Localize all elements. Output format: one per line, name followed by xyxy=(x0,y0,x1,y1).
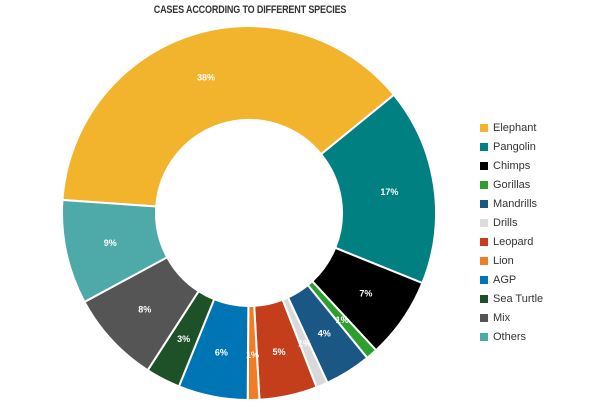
legend-label: Others xyxy=(493,330,527,343)
data-label-mandrills: 4% xyxy=(318,328,331,338)
data-label-mix: 8% xyxy=(138,304,151,314)
legend-swatch xyxy=(480,161,488,170)
legend-label: Gorillas xyxy=(493,178,531,191)
legend-item-mix[interactable]: Mix xyxy=(480,308,543,327)
legend-swatch xyxy=(480,218,488,227)
slice-others[interactable] xyxy=(61,198,169,304)
legend-label: Mandrills xyxy=(493,197,538,210)
legend-swatch xyxy=(480,237,488,246)
legend-item-pangolin[interactable]: Pangolin xyxy=(480,137,543,156)
slices-group xyxy=(61,25,437,402)
legend-label: AGP xyxy=(493,273,517,286)
data-label-lion: 1% xyxy=(246,350,259,360)
legend-label: Pangolin xyxy=(493,140,536,153)
data-label-pangolin: 17% xyxy=(380,187,398,197)
legend-item-agp[interactable]: AGP xyxy=(480,270,543,289)
legend-swatch xyxy=(480,180,488,189)
legend-swatch xyxy=(480,256,488,265)
legend-swatch xyxy=(480,142,488,151)
data-label-chimps: 7% xyxy=(359,289,372,299)
legend-swatch xyxy=(480,332,488,341)
legend-swatch xyxy=(480,275,488,284)
legend-swatch xyxy=(480,199,488,208)
legend-item-drills[interactable]: Drills xyxy=(480,213,543,232)
slice-elephant[interactable] xyxy=(61,25,396,208)
data-label-gorillas: 1% xyxy=(336,315,349,325)
legend-swatch xyxy=(480,123,488,132)
legend-item-sea-turtle[interactable]: Sea Turtle xyxy=(480,289,543,308)
data-label-agp: 6% xyxy=(215,347,228,357)
legend: Elephant Pangolin Chimps Gorillas Mandrills D… xyxy=(480,118,543,346)
slice-pangolin[interactable] xyxy=(319,93,437,285)
legend-item-elephant[interactable]: Elephant xyxy=(480,118,543,137)
legend-item-chimps[interactable]: Chimps xyxy=(480,156,543,175)
labels-group: 38% 17% 7% 1% 4% 1% 5% 1% 6% 3% 8% 9% xyxy=(104,73,399,360)
donut-chart: 38% 17% 7% 1% 4% 1% 5% 1% 6% 3% 8% 9% xyxy=(61,25,437,402)
data-label-leopard: 5% xyxy=(273,347,286,357)
legend-swatch xyxy=(480,294,488,303)
legend-swatch xyxy=(480,313,488,322)
data-label-drills: 1% xyxy=(298,339,311,349)
chart-title: CASES ACCORDING TO DIFFERENT SPECIES xyxy=(153,4,347,16)
legend-label: Chimps xyxy=(493,159,531,172)
legend-item-lion[interactable]: Lion xyxy=(480,251,543,270)
data-label-elephant: 38% xyxy=(197,73,215,83)
legend-item-gorillas[interactable]: Gorillas xyxy=(480,175,543,194)
legend-label: Leopard xyxy=(493,235,534,248)
legend-label: Lion xyxy=(493,254,514,267)
legend-label: Drills xyxy=(493,216,518,229)
legend-item-others[interactable]: Others xyxy=(480,327,543,346)
legend-label: Sea Turtle xyxy=(493,292,544,305)
legend-item-mandrills[interactable]: Mandrills xyxy=(480,194,543,213)
legend-label: Elephant xyxy=(493,121,537,134)
legend-item-leopard[interactable]: Leopard xyxy=(480,232,543,251)
data-label-others: 9% xyxy=(104,238,117,248)
legend-label: Mix xyxy=(493,311,511,324)
data-label-sea-turtle: 3% xyxy=(177,334,190,344)
